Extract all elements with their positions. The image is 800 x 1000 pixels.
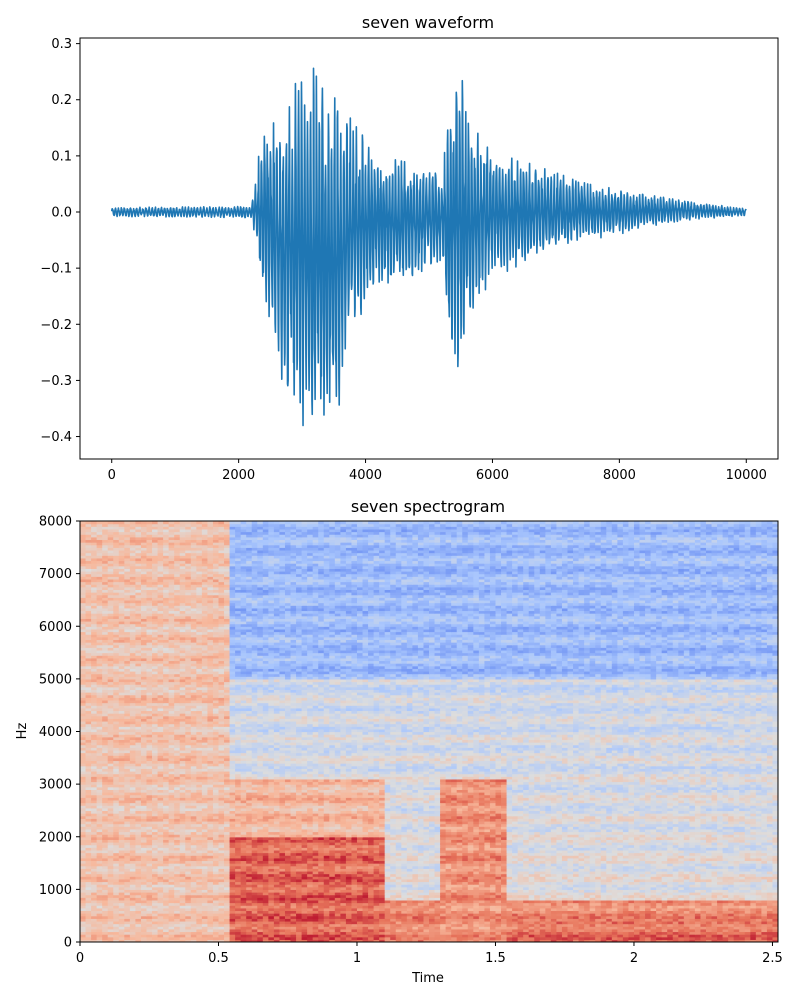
waveform-x-tick-label: 8000 [603,468,636,483]
waveform-y-tick-label: −0.2 [40,318,72,333]
waveform-y-tick-label: −0.3 [40,374,72,389]
waveform-y-tick-label: 0.1 [51,149,72,164]
spectrogram-panel: seven spectrogram 0 0.5 1 1.5 2 2.50100020003… [15,497,783,986]
waveform-y-tick-label: 0.3 [51,37,72,52]
waveform-x-tick-label: 10000 [726,468,767,483]
waveform-y-tick-label: 0.2 [51,93,72,108]
waveform-y-tick-label: −0.1 [40,262,72,277]
waveform-title: seven waveform [362,13,494,32]
waveform-y-tick-label: 0.0 [51,206,72,221]
waveform-x-tick-label: 6000 [476,468,509,483]
waveform-x-tick-label: 2000 [222,468,255,483]
waveform-x-tick-label: 4000 [349,468,382,483]
waveform-y-tick-label: −0.4 [40,430,72,445]
waveform-x-tick-label: 0 [108,468,116,483]
spectrogram-heatmap [80,521,779,943]
spectrogram-title: seven spectrogram [351,497,505,516]
